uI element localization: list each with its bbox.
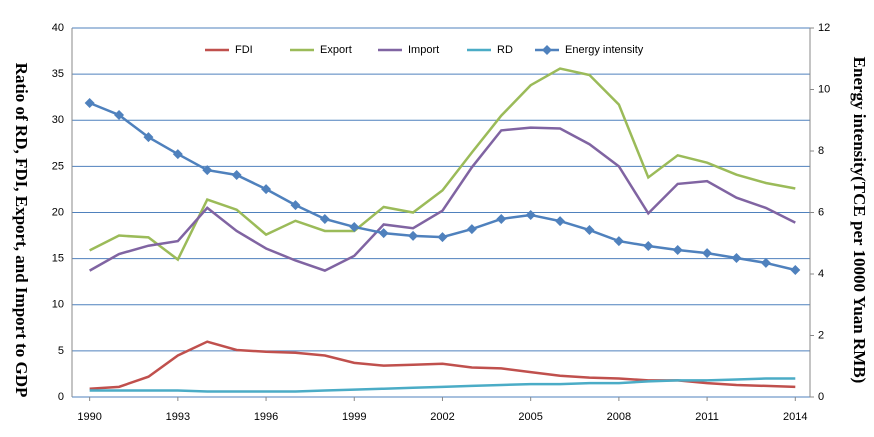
marker — [790, 265, 801, 276]
marker — [672, 245, 683, 256]
line-series — [89, 101, 796, 272]
y-tick-label: 10 — [52, 299, 64, 311]
marker — [466, 224, 477, 235]
marker — [702, 248, 713, 259]
x-tick-label: 2011 — [695, 411, 719, 423]
y2-tick-label: 8 — [818, 145, 824, 157]
legend-label: FDI — [235, 44, 253, 56]
y2-tick-label: 12 — [818, 22, 830, 34]
x-tick-label: 1990 — [77, 411, 101, 423]
x-tick-label: 2014 — [783, 411, 807, 423]
y2-tick-label: 2 — [818, 329, 824, 341]
y-tick-label: 40 — [52, 22, 64, 34]
legend-marker — [542, 45, 552, 55]
y-tick-label: 35 — [52, 68, 64, 80]
marker — [437, 232, 448, 243]
y2-tick-label: 4 — [818, 268, 824, 280]
y2-tick-label: 6 — [818, 206, 824, 218]
y-tick-label: 5 — [58, 345, 64, 357]
x-tick-label: 1993 — [166, 411, 190, 423]
y-axis-title: Ratio of RD, FDI, Export, and Import to … — [12, 63, 31, 398]
marker — [760, 257, 771, 268]
marker — [643, 241, 654, 252]
marker — [319, 213, 330, 224]
line-series — [89, 377, 796, 393]
marker — [525, 209, 536, 220]
legend-label: Export — [320, 44, 352, 56]
x-tick-label: 1999 — [342, 411, 366, 423]
x-tick-label: 2002 — [430, 411, 454, 423]
marker — [349, 221, 360, 232]
y2-axis-title: Energy intensity(TCE per 10000 Yuan RMB) — [850, 57, 869, 384]
legend-label: RD — [497, 44, 513, 56]
y-tick-label: 15 — [52, 253, 64, 265]
y2-tick-label: 10 — [818, 83, 830, 95]
marker — [555, 216, 566, 227]
x-tick-label: 1996 — [254, 411, 278, 423]
marker — [114, 110, 125, 121]
marker — [584, 225, 595, 236]
line-series — [89, 126, 796, 272]
marker — [172, 149, 183, 160]
x-tick-label: 2005 — [518, 411, 542, 423]
marker — [378, 228, 389, 239]
line-series — [89, 67, 796, 262]
y2-tick-label: 0 — [818, 391, 824, 403]
marker — [231, 169, 242, 180]
y-tick-label: 0 — [58, 391, 64, 403]
marker — [731, 253, 742, 264]
marker — [496, 213, 507, 224]
marker — [84, 98, 95, 109]
marker — [202, 165, 213, 176]
marker — [613, 236, 624, 247]
legend-label: Import — [408, 44, 439, 56]
y-tick-label: 20 — [52, 206, 64, 218]
marker — [290, 200, 301, 211]
y-tick-label: 25 — [52, 160, 64, 172]
marker — [261, 184, 272, 195]
marker — [408, 230, 419, 241]
x-tick-label: 2008 — [607, 411, 631, 423]
legend-label: Energy intensity — [565, 44, 644, 56]
marker — [143, 132, 154, 143]
y-tick-label: 30 — [52, 114, 64, 126]
